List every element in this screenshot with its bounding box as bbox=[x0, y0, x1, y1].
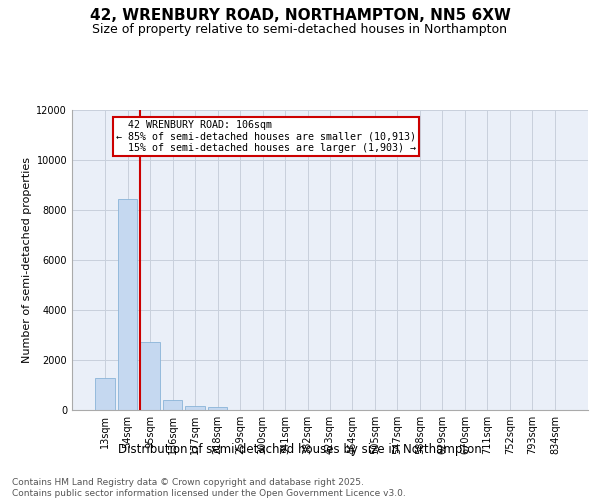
Bar bbox=[208, 407, 227, 410]
Y-axis label: Number of semi-detached properties: Number of semi-detached properties bbox=[22, 157, 32, 363]
Bar bbox=[163, 400, 182, 410]
Text: Contains HM Land Registry data © Crown copyright and database right 2025.
Contai: Contains HM Land Registry data © Crown c… bbox=[12, 478, 406, 498]
Text: 42 WRENBURY ROAD: 106sqm
← 85% of semi-detached houses are smaller (10,913)
  15: 42 WRENBURY ROAD: 106sqm ← 85% of semi-d… bbox=[116, 120, 416, 153]
Bar bbox=[140, 342, 160, 410]
Text: 42, WRENBURY ROAD, NORTHAMPTON, NN5 6XW: 42, WRENBURY ROAD, NORTHAMPTON, NN5 6XW bbox=[89, 8, 511, 22]
Bar bbox=[118, 198, 137, 410]
Text: Size of property relative to semi-detached houses in Northampton: Size of property relative to semi-detach… bbox=[92, 22, 508, 36]
Bar bbox=[185, 406, 205, 410]
Text: Distribution of semi-detached houses by size in Northampton: Distribution of semi-detached houses by … bbox=[118, 442, 482, 456]
Bar bbox=[95, 378, 115, 410]
